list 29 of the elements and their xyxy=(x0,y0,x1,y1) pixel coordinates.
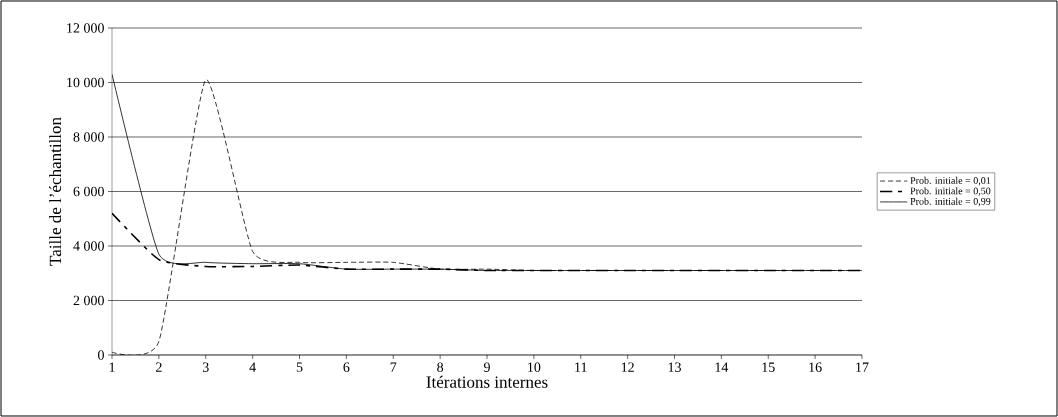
x-tick-label: 3 xyxy=(202,362,209,372)
x-tick-label: 2 xyxy=(156,362,162,372)
legend-label: Prob. initiale = 0,01 xyxy=(910,176,991,186)
x-tick-label: 6 xyxy=(343,362,350,372)
x-tick-label: 12 xyxy=(621,362,634,372)
y-tick-label: 12 000 xyxy=(67,23,104,33)
y-tick-label: 8 000 xyxy=(73,132,104,142)
x-tick-label: 5 xyxy=(296,362,303,372)
x-tick-label: 13 xyxy=(668,362,681,372)
x-tick-label: 10 xyxy=(528,362,541,372)
x-tick-label: 8 xyxy=(437,362,444,372)
x-tick-label: 4 xyxy=(249,362,256,372)
y-tick-label: 2 000 xyxy=(73,295,104,306)
x-tick-label: 14 xyxy=(715,362,729,372)
x-tick-label: 7 xyxy=(390,362,397,372)
y-tick-label: 6 000 xyxy=(73,186,104,197)
legend-label: Prob. initiale = 0,99 xyxy=(910,197,991,207)
y-tick-label: 10 000 xyxy=(67,77,104,88)
y-axis-title: Taille de l’échantillon xyxy=(49,117,62,266)
x-tick-label: 15 xyxy=(762,362,775,372)
x-tick-label: 17 xyxy=(856,362,869,372)
y-tick-label: 0 xyxy=(98,350,104,360)
x-tick-label: 11 xyxy=(575,362,587,372)
x-tick-label: 9 xyxy=(483,362,490,372)
x-tick-label: 1 xyxy=(109,362,115,372)
x-axis-title: Itérations internes xyxy=(426,375,548,388)
x-tick-label: 16 xyxy=(809,362,822,372)
legend-label: Prob. initiale = 0,50 xyxy=(910,187,991,196)
y-tick-label: 4 000 xyxy=(73,241,104,251)
